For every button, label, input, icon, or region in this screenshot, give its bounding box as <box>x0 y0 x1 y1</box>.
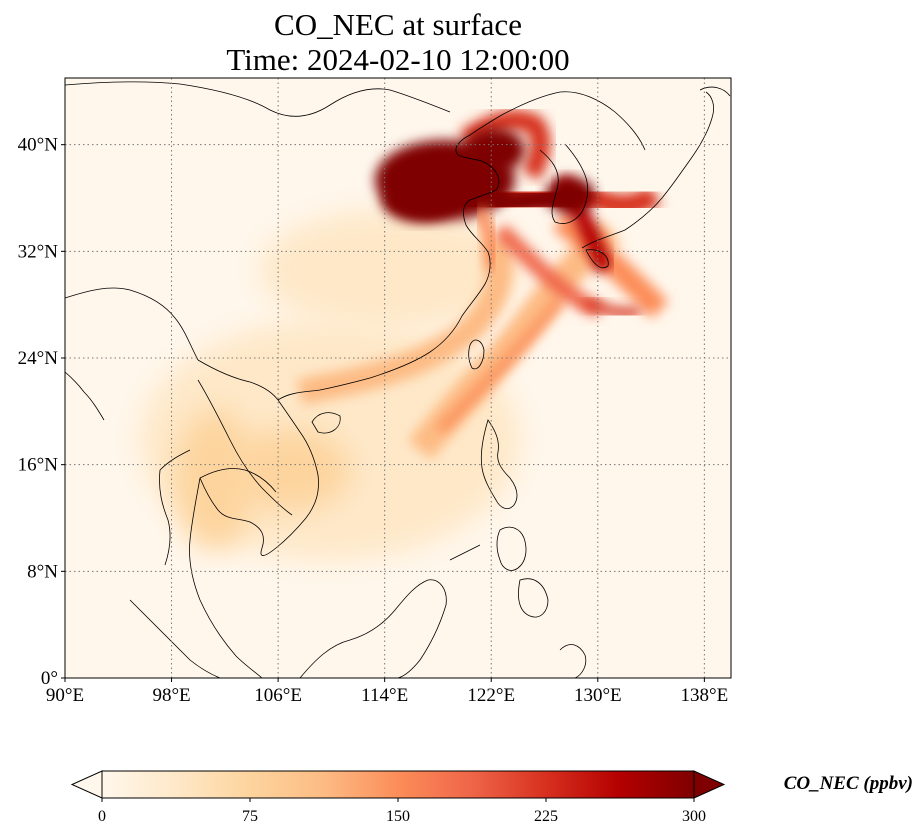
lon-tick-label: 130°E <box>574 685 622 706</box>
border-myanmar-thailand <box>159 449 191 471</box>
lon-tick-label: 138°E <box>681 685 729 706</box>
coastline-hokkaido <box>699 86 731 97</box>
coastline-taiwan <box>468 339 485 370</box>
haze-thailand <box>175 410 255 550</box>
lon-tick-label: 98°E <box>152 685 190 706</box>
haze-central-china <box>260 210 520 330</box>
lat-tick-label: 8°N <box>27 561 58 582</box>
coastline-mindanao <box>518 578 549 618</box>
lat-tick-label: 24°N <box>18 348 59 369</box>
coastline-visayas <box>496 526 527 571</box>
coastlines-borders <box>65 81 731 678</box>
coastline-luzon <box>480 419 518 510</box>
coastline-sulawesi <box>559 644 587 678</box>
map-frame <box>64 77 732 679</box>
plume-pacific <box>552 210 669 319</box>
coastline-palawan <box>449 544 481 561</box>
colorbar-gradient <box>102 771 694 798</box>
colorbar-ticks: 0 75 150 225 300 <box>98 798 706 825</box>
coastline-myanmar <box>159 469 171 566</box>
lat-tick-label: 16°N <box>18 455 59 476</box>
coastline-indochina <box>199 399 319 556</box>
coastline-kyushu <box>585 249 609 269</box>
colorbar: 0 75 150 225 300 CO_NEC (ppbv) <box>70 770 913 825</box>
plume-north-china-west <box>382 178 458 222</box>
colorbar-tick-label: 225 <box>534 808 558 825</box>
map-subtitle-time: Time: 2024-02-10 12:00:00 <box>226 42 570 77</box>
border-northeast <box>499 91 646 151</box>
coastline-japan-honshu <box>581 91 714 249</box>
border-mongolia-china <box>65 81 451 117</box>
colorbar-extend-max <box>693 770 726 799</box>
plume-kyushu <box>582 295 641 318</box>
lon-tick-label: 90°E <box>46 685 84 706</box>
gridlines <box>65 78 731 678</box>
plume-east-china-sea-core <box>436 296 564 434</box>
colorbar-tick-label: 300 <box>682 808 706 825</box>
concentration-field <box>140 110 669 560</box>
coastline-china <box>277 115 501 401</box>
axis-ticks: 90°E 98°E 106°E 114°E 122°E 130°E 138°E 0° 8°N 16… <box>18 135 729 706</box>
haze-vietnam <box>230 430 350 510</box>
border-thailand-cambodia <box>199 468 277 493</box>
colorbar-tick-label: 0 <box>98 808 106 825</box>
lon-tick-label: 106°E <box>254 685 302 706</box>
colorbar-extend-min <box>70 770 103 799</box>
coastline-malay-peninsula <box>189 477 263 678</box>
plume-liaoning <box>459 110 551 181</box>
coastline-sumatra <box>129 599 221 678</box>
map-area[interactable] <box>65 78 731 678</box>
lon-tick-label: 122°E <box>467 685 515 706</box>
lon-tick-label: 114°E <box>361 685 408 706</box>
plume-south-china-coast <box>297 235 513 405</box>
lat-tick-label: 32°N <box>18 241 59 262</box>
border-china-vietnam <box>197 359 279 401</box>
lat-tick-label: 0° <box>41 668 58 689</box>
coastline-bay-of-bengal <box>65 371 105 421</box>
colorbar-tick-label: 75 <box>242 808 258 825</box>
colorbar-tick-label: 150 <box>386 808 410 825</box>
lat-tick-label: 40°N <box>18 135 59 156</box>
map-title: CO_NEC at surface <box>274 7 522 42</box>
coastline-korea <box>539 143 589 224</box>
coastline-borneo <box>299 579 447 678</box>
plume-bohai <box>465 128 525 172</box>
border-china-myanmar <box>65 287 199 361</box>
coastline-hainan <box>311 412 341 434</box>
border-laos <box>197 379 293 516</box>
colorbar-label: CO_NEC (ppbv) <box>784 773 913 794</box>
